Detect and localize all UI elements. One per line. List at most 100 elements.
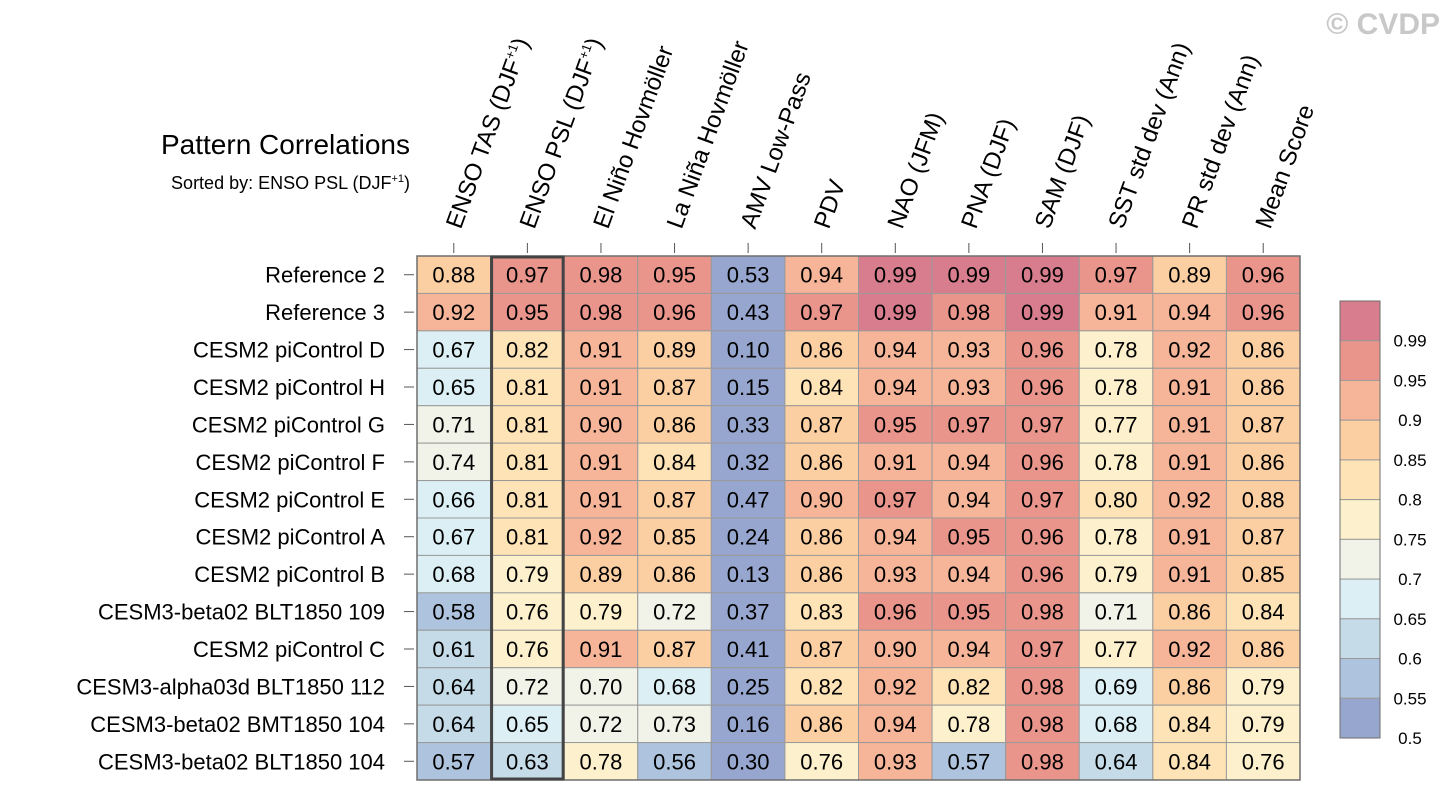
- column-label-text: La Niña Hovmöller: [662, 37, 755, 232]
- heatmap-cell: [784, 442, 860, 482]
- heatmap-cell: [1225, 367, 1301, 407]
- colorbar-swatch: [1339, 379, 1381, 421]
- heatmap-cell: [637, 704, 712, 744]
- column-label-text: PR std dev (Ann): [1177, 51, 1265, 232]
- heatmap-values: 0.88 0.97 0.98 0.95 0.53 0.94 0.99 0.99 0.99 0.97…: [432, 263, 1284, 775]
- heatmap-cell: [784, 292, 860, 332]
- heatmap-cell: [1225, 405, 1301, 444]
- cell-value-label: 0.24: [727, 525, 770, 550]
- cell-value-label: 0.97: [1095, 263, 1138, 288]
- cell-value-label: 0.33: [727, 412, 770, 437]
- heatmap-cell: [1152, 554, 1227, 594]
- heatmap-cell: [710, 667, 786, 706]
- cell-value-label: 0.87: [800, 412, 843, 437]
- column-label: SST std dev (Ann): [1103, 39, 1195, 232]
- row-label: CESM3-beta02 BLT1850 104: [98, 749, 385, 774]
- colorbar-tick-label: 0.99: [1393, 332, 1426, 351]
- heatmap-cell: [931, 592, 1007, 631]
- heatmap-cell: [1005, 367, 1080, 407]
- row-label: CESM3-alpha03d BLT1850 112: [76, 674, 385, 699]
- column-label: AMV Low-Pass: [735, 69, 816, 232]
- cell-value-label: 0.86: [1168, 674, 1211, 699]
- cell-value-label: 0.96: [1021, 375, 1064, 400]
- cell-value-label: 0.99: [947, 263, 990, 288]
- colorbar-swatch: [1339, 658, 1381, 699]
- cell-value-label: 0.56: [653, 749, 696, 774]
- chart-subtitle-sup: +1: [391, 173, 404, 185]
- cell-value-label: 0.68: [653, 674, 696, 699]
- heatmap-cell: [563, 667, 639, 706]
- cell-value-label: 0.79: [1095, 562, 1138, 587]
- heatmap-cell: [1078, 480, 1154, 519]
- cell-value-label: 0.87: [653, 375, 696, 400]
- cell-value-label: 0.68: [1095, 712, 1138, 737]
- cell-value-label: 0.98: [1021, 674, 1064, 699]
- heatmap-cell: [1005, 442, 1080, 482]
- row-label: CESM2 piControl A: [195, 525, 385, 550]
- cell-value-label: 0.91: [1168, 562, 1211, 587]
- cell-value-label: 0.79: [580, 600, 623, 625]
- cell-value-label: 0.69: [1095, 674, 1138, 699]
- heatmap-cells: [416, 255, 1301, 781]
- colorbar-swatch: [1339, 300, 1381, 342]
- column-label-text: AMV Low-Pass: [735, 69, 816, 232]
- cell-value-label: 0.79: [1242, 712, 1285, 737]
- cell-value-label: 0.78: [1095, 375, 1138, 400]
- cell-value-label: 0.84: [1168, 712, 1211, 737]
- cell-value-label: 0.81: [506, 450, 549, 475]
- cell-value-label: 0.61: [432, 637, 475, 662]
- column-label: PNA (DJF): [956, 115, 1021, 232]
- column-labels: ENSO TAS (DJF+1)ENSO PSL (DJF+1)El Niño …: [441, 34, 1320, 253]
- cell-value-label: 0.99: [874, 263, 917, 288]
- cell-value-label: 0.93: [947, 338, 990, 363]
- column-label-text: El Niño Hovmöller: [588, 42, 679, 232]
- cell-value-label: 0.81: [506, 375, 549, 400]
- cell-value-label: 0.82: [506, 338, 549, 363]
- heatmap-cell: [858, 667, 933, 706]
- colorbar-tick-label: 0.65: [1393, 610, 1426, 629]
- heatmap-cell: [931, 742, 1007, 781]
- cell-value-label: 0.96: [1242, 300, 1285, 325]
- heatmap-cell: [1152, 629, 1227, 669]
- heatmap-cell: [858, 592, 933, 631]
- cell-value-label: 0.92: [1168, 487, 1211, 512]
- heatmap-cell: [637, 742, 712, 781]
- cell-value-label: 0.41: [727, 637, 770, 662]
- column-label: ENSO PSL (DJF+1): [515, 34, 609, 232]
- cell-value-label: 0.91: [580, 450, 623, 475]
- heatmap-cell: [1005, 667, 1080, 706]
- cell-value-label: 0.66: [432, 487, 475, 512]
- colorbar-swatch: [1339, 459, 1381, 501]
- heatmap-cell: [1152, 667, 1227, 706]
- heatmap-cell: [490, 704, 565, 744]
- heatmap-cell: [858, 704, 933, 744]
- cell-value-label: 0.96: [1021, 525, 1064, 550]
- heatmap-cell: [710, 629, 786, 669]
- column-label-text: NAO (JFM): [883, 109, 950, 232]
- heatmap-cell: [710, 742, 786, 781]
- heatmap-cell: [858, 367, 933, 407]
- cell-value-label: 0.95: [947, 525, 990, 550]
- heatmap-cell: [1225, 330, 1301, 369]
- cell-value-label: 0.95: [506, 300, 549, 325]
- colorbar-swatch: [1339, 578, 1381, 620]
- row-label: CESM3-beta02 BMT1850 104: [90, 712, 385, 737]
- cell-value-label: 0.72: [653, 600, 696, 625]
- colorbar-tick-label: 0.95: [1393, 371, 1426, 390]
- cell-value-label: 0.91: [1168, 412, 1211, 437]
- cell-value-label: 0.91: [580, 338, 623, 363]
- row-label: CESM2 piControl E: [194, 487, 385, 512]
- colorbar-border: [1339, 300, 1381, 739]
- cell-value-label: 0.92: [874, 674, 917, 699]
- heatmap-cell: [490, 442, 565, 482]
- cell-value-label: 0.71: [432, 412, 475, 437]
- cell-value-label: 0.90: [580, 412, 623, 437]
- cell-value-label: 0.76: [1242, 749, 1285, 774]
- heatmap-cell: [637, 405, 712, 444]
- cell-value-label: 0.93: [874, 749, 917, 774]
- cell-value-label: 0.94: [874, 338, 917, 363]
- cell-value-label: 0.16: [727, 712, 770, 737]
- cell-value-label: 0.93: [947, 375, 990, 400]
- cell-value-label: 0.82: [800, 674, 843, 699]
- heatmap-cell: [1225, 592, 1301, 631]
